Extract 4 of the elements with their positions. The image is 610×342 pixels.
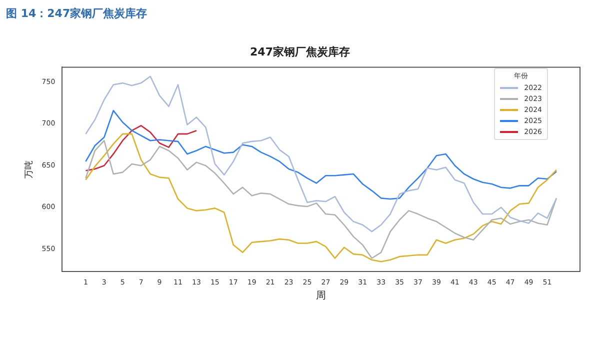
x-axis-title: 周 [316,290,326,302]
caption: 图 14：247家钢厂焦炭库存 [6,6,148,21]
y-axis-title: 万吨 [24,160,35,178]
chart-title: 247家钢厂焦炭库存 [250,45,350,58]
